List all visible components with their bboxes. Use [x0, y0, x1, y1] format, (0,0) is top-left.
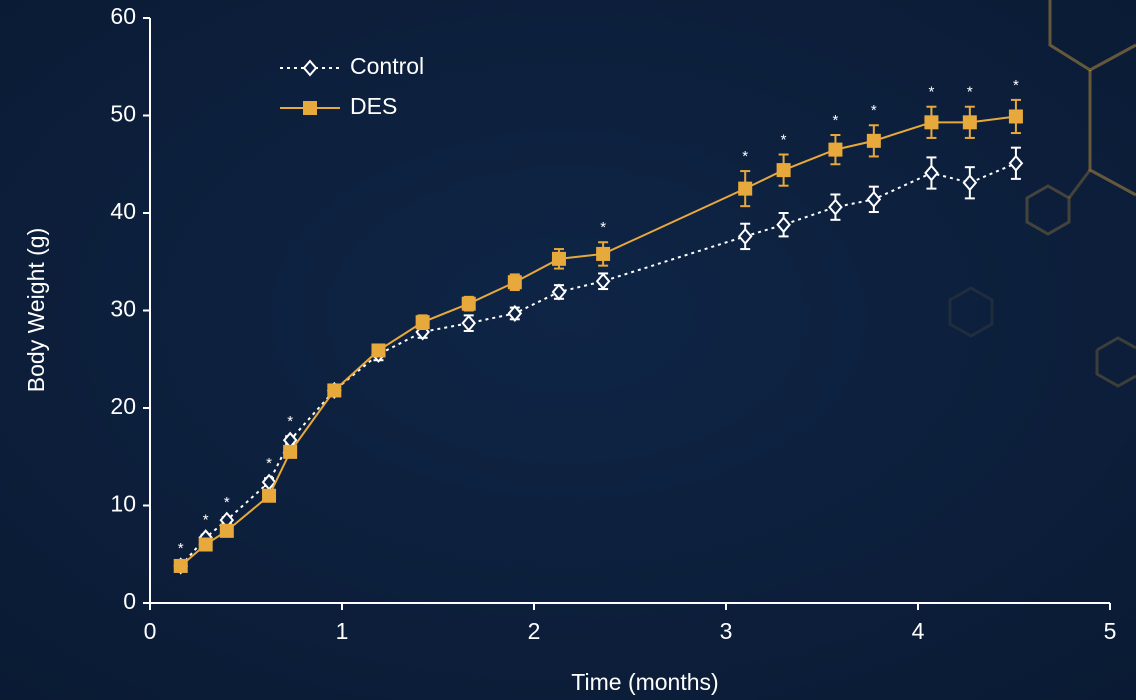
significance-marker: * — [1013, 77, 1019, 94]
significance-marker: * — [266, 455, 272, 472]
significance-marker: * — [178, 540, 184, 557]
y-tick-label: 20 — [110, 393, 136, 419]
x-axis-label: Time (months) — [571, 669, 718, 695]
marker — [199, 538, 213, 552]
legend-label: DES — [350, 93, 397, 119]
background — [0, 0, 1136, 700]
y-tick-label: 30 — [110, 296, 136, 322]
marker — [963, 115, 977, 129]
marker — [262, 489, 276, 503]
significance-marker: * — [742, 148, 748, 165]
y-tick-label: 60 — [110, 3, 136, 29]
marker — [777, 163, 791, 177]
x-tick-label: 1 — [336, 618, 349, 644]
significance-marker: * — [287, 413, 293, 430]
chart: 0 10 20 30 40 50 60 0 1 2 3 4 5 * * * * * * * * * * * * * Control D… — [0, 0, 1136, 700]
marker — [596, 247, 610, 261]
marker — [174, 559, 188, 573]
y-axis-label: Body Weight (g) — [23, 228, 49, 392]
y-tick-label: 40 — [110, 198, 136, 224]
x-tick-label: 4 — [912, 618, 925, 644]
y-tick-label: 0 — [123, 588, 136, 614]
marker — [552, 252, 566, 266]
x-tick-label: 5 — [1104, 618, 1117, 644]
marker — [283, 445, 297, 459]
significance-marker: * — [833, 112, 839, 129]
legend-label: Control — [350, 53, 424, 79]
marker — [924, 115, 938, 129]
y-tick-label: 10 — [110, 491, 136, 517]
significance-marker: * — [929, 84, 935, 101]
marker — [738, 182, 752, 196]
x-tick-label: 2 — [528, 618, 541, 644]
significance-marker: * — [224, 494, 230, 511]
x-tick-label: 3 — [720, 618, 733, 644]
marker — [508, 275, 522, 289]
y-tick-label: 50 — [110, 101, 136, 127]
marker — [371, 343, 385, 357]
significance-marker: * — [967, 84, 973, 101]
significance-marker: * — [600, 219, 606, 236]
marker — [327, 383, 341, 397]
marker — [867, 134, 881, 148]
significance-marker: * — [871, 102, 877, 119]
marker — [416, 315, 430, 329]
marker — [1009, 109, 1023, 123]
marker — [828, 143, 842, 157]
legend-marker — [303, 101, 317, 115]
significance-marker: * — [203, 512, 209, 529]
marker — [462, 297, 476, 311]
marker — [220, 524, 234, 538]
significance-marker: * — [781, 131, 787, 148]
x-tick-label: 0 — [144, 618, 157, 644]
